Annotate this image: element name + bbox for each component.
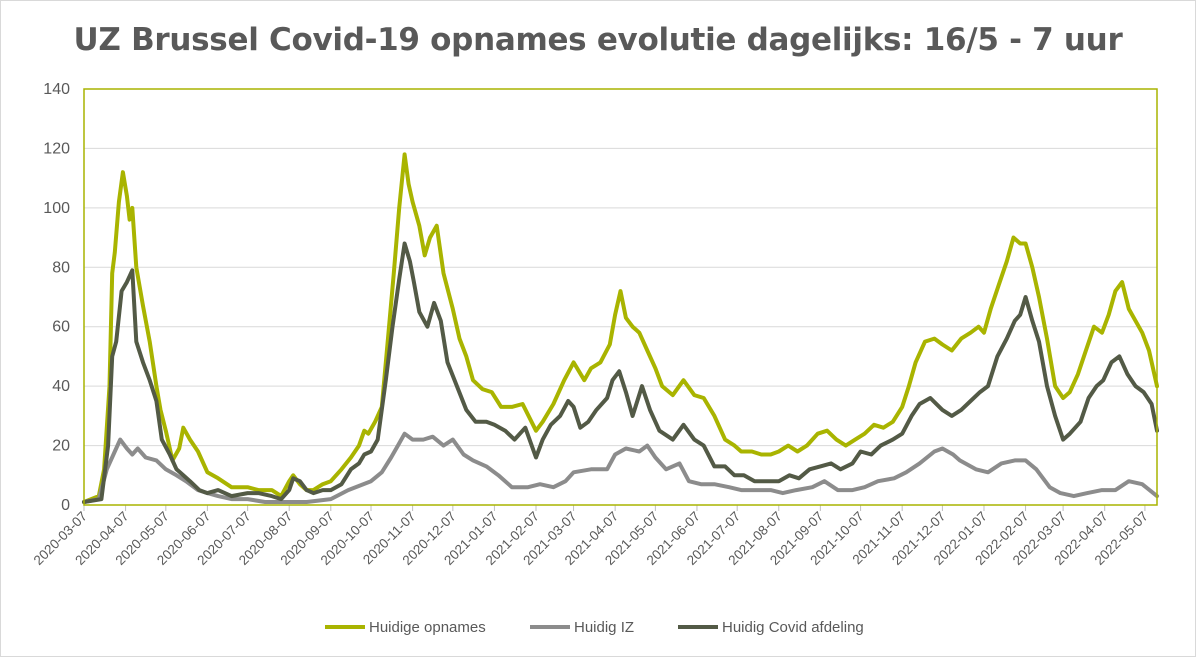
legend-item: Huidig Covid afdeling — [678, 619, 864, 636]
y-tick-label: 0 — [61, 497, 70, 514]
legend-label: Huidige opnames — [369, 619, 486, 636]
series-line — [82, 241, 1159, 504]
y-tick-label: 20 — [52, 438, 70, 455]
legend: Huidige opnames Huidig IZ Huidig Covid afd… — [325, 619, 864, 636]
y-tick-label: 40 — [52, 378, 70, 395]
legend-label: Huidig IZ — [574, 619, 634, 636]
plot-area-border — [83, 88, 1158, 506]
x-axis: 2020-03-072020-04-072020-05-072020-06-07… — [31, 505, 1151, 568]
y-axis: 0 20 40 60 80 100 120 140 — [43, 81, 70, 514]
series-line — [82, 431, 1159, 504]
y-tick-label: 100 — [43, 200, 70, 217]
y-tick-label: 140 — [43, 81, 70, 98]
y-tick-label: 120 — [43, 140, 70, 157]
series-line — [82, 152, 1159, 504]
legend-label: Huidig Covid afdeling — [722, 619, 864, 636]
chart-title: UZ Brussel Covid-19 opnames evolutie dag… — [73, 22, 1123, 58]
legend-item: Huidig IZ — [530, 619, 634, 636]
legend-item: Huidige opnames — [325, 619, 486, 636]
y-tick-label: 80 — [52, 259, 70, 276]
y-tick-label: 60 — [52, 319, 70, 336]
series-lines — [82, 152, 1159, 504]
